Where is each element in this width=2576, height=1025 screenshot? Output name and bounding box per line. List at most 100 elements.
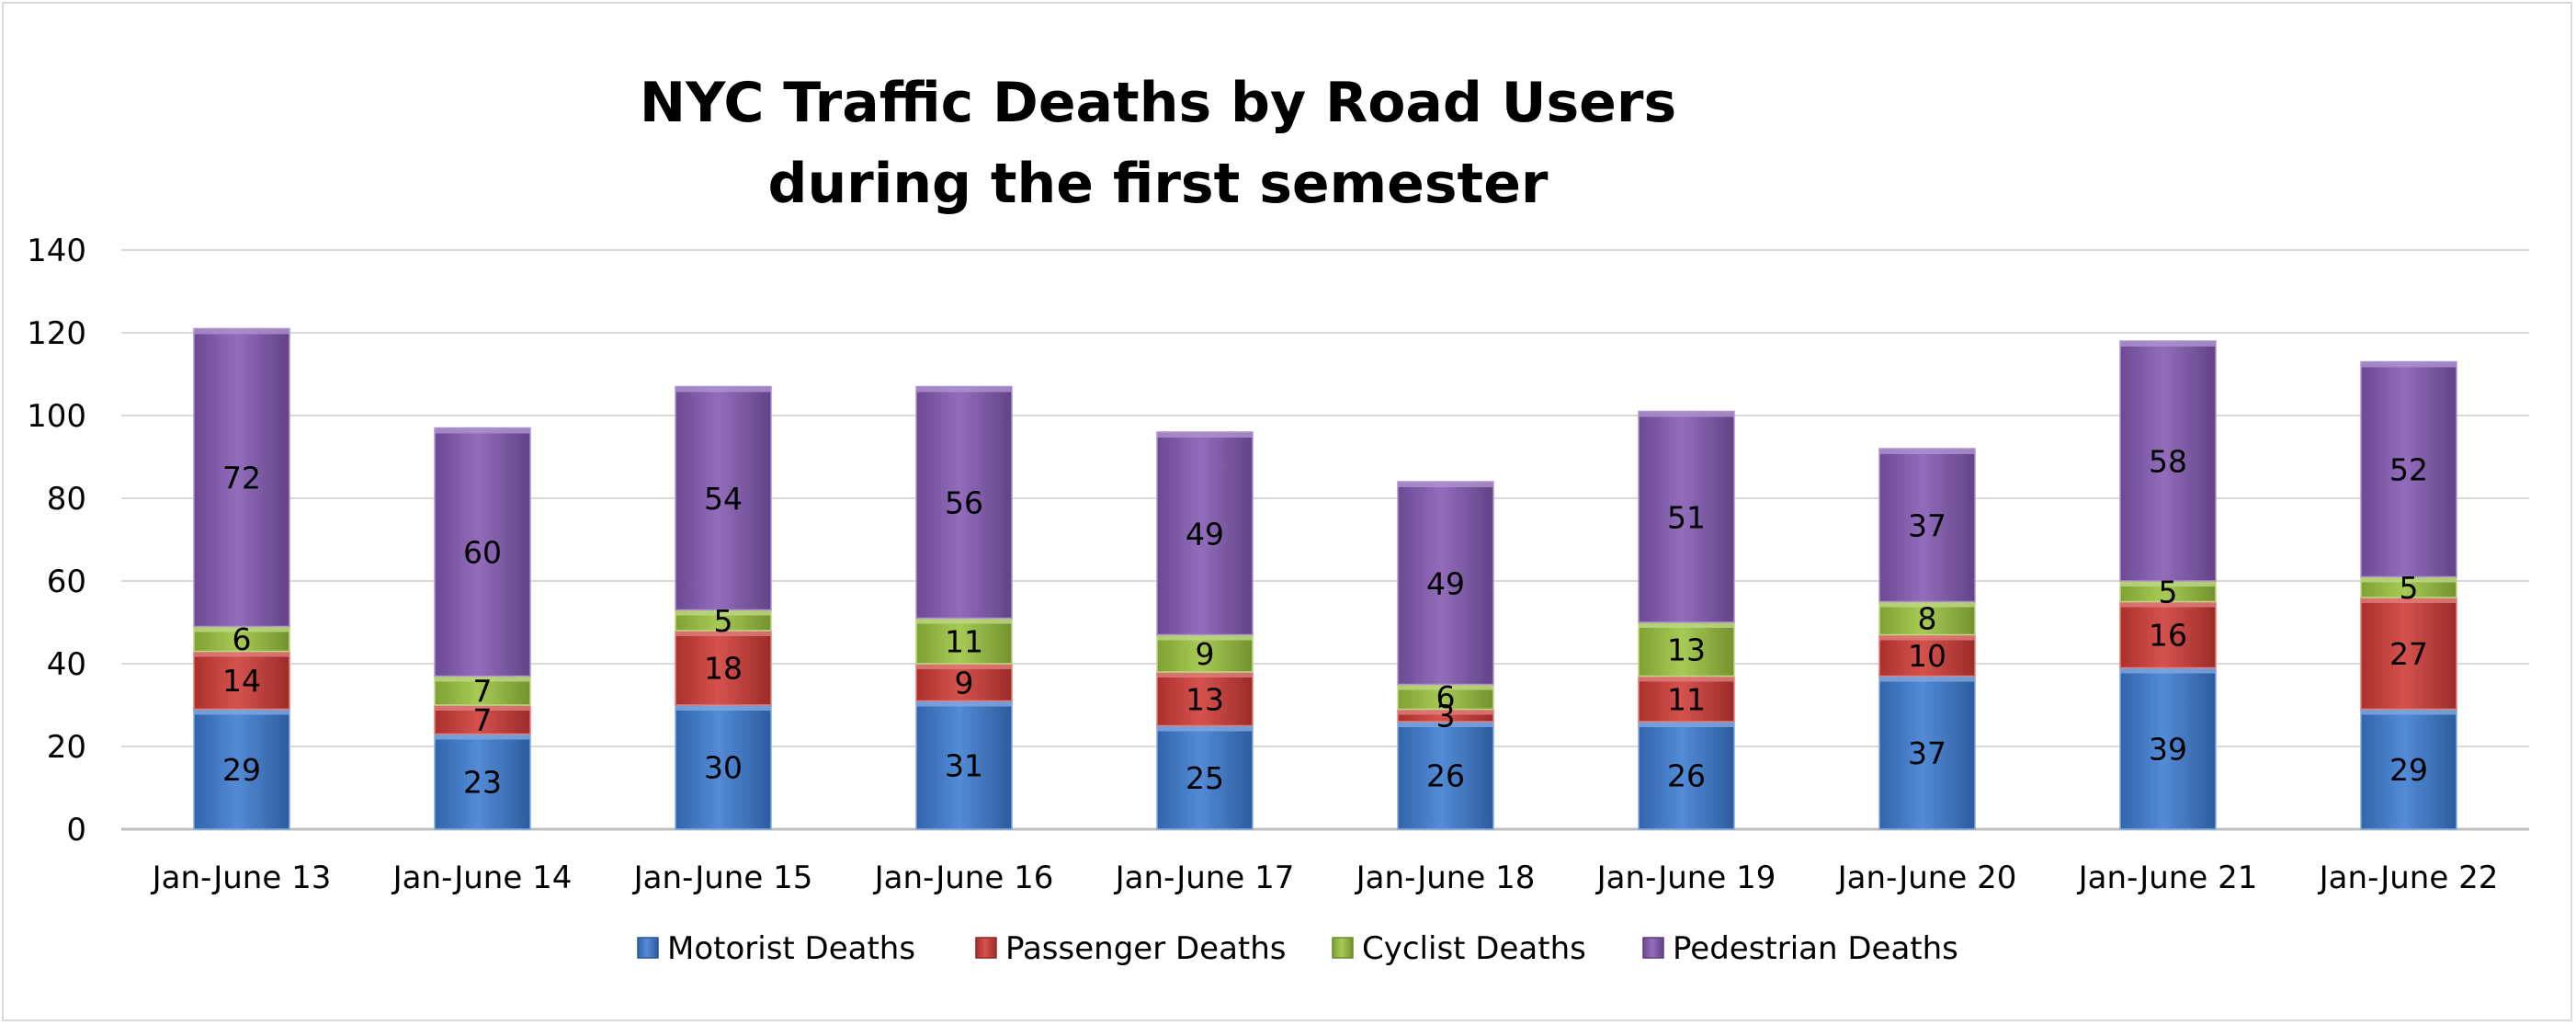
- bar-cyclist-deaths-jan-june-19: [1638, 621, 1735, 678]
- bars: [193, 327, 2457, 830]
- legend-swatch-pedestrian-deaths: [1642, 937, 1664, 959]
- data-label-passenger-deaths-jan-june-22: 27: [2389, 636, 2428, 672]
- bar-cap-cyclist-deaths-jan-june-14: [435, 676, 530, 682]
- data-label-motorist-deaths-jan-june-14: 23: [463, 764, 502, 800]
- bar-cap-motorist-deaths-jan-june-16: [916, 700, 1012, 707]
- y-tick-label-120: 120: [27, 315, 86, 352]
- data-label-pedestrian-deaths-jan-june-17: 49: [1186, 516, 1224, 552]
- x-tick-label-jan-june-14: Jan-June 14: [392, 860, 573, 896]
- bar-motorist-deaths-jan-june-19: [1638, 721, 1735, 830]
- legend-label-passenger-deaths: Passenger Deaths: [1005, 930, 1287, 967]
- data-labels: 2914672237760301855431911562513949263649…: [222, 444, 2428, 801]
- data-label-pedestrian-deaths-jan-june-14: 60: [463, 535, 502, 571]
- bar-passenger-deaths-jan-june-16: [915, 663, 1013, 702]
- bar-cap-cyclist-deaths-jan-june-21: [2120, 581, 2216, 587]
- chart-title: NYC Traffic Deaths by Road Users during …: [640, 71, 1676, 216]
- bar-cap-pedestrian-deaths-jan-june-20: [1879, 449, 1975, 454]
- bar-cap-cyclist-deaths-jan-june-16: [916, 618, 1012, 624]
- x-tick-label-jan-june-17: Jan-June 17: [1114, 860, 1295, 896]
- bar-passenger-deaths-jan-june-19: [1638, 675, 1735, 723]
- legend-swatch-cyclist-deaths: [1332, 937, 1354, 959]
- bar-pedestrian-deaths-jan-june-20: [1878, 448, 1976, 603]
- bar-motorist-deaths-jan-june-18: [1397, 721, 1494, 830]
- bar-cap-passenger-deaths-jan-june-14: [435, 705, 530, 711]
- data-label-motorist-deaths-jan-june-19: 26: [1667, 758, 1706, 794]
- bar-motorist-deaths-jan-june-16: [915, 700, 1013, 830]
- data-label-pedestrian-deaths-jan-june-16: 56: [945, 485, 983, 521]
- bar-cap-passenger-deaths-jan-june-22: [2361, 598, 2457, 603]
- data-label-pedestrian-deaths-jan-june-19: 51: [1667, 499, 1706, 535]
- data-label-motorist-deaths-jan-june-18: 26: [1426, 758, 1465, 794]
- bar-pedestrian-deaths-jan-june-15: [675, 385, 772, 611]
- bar-cap-cyclist-deaths-jan-june-15: [675, 609, 771, 616]
- data-label-passenger-deaths-jan-june-15: 18: [704, 651, 743, 687]
- bar-cap-passenger-deaths-jan-june-13: [194, 651, 289, 657]
- bar-cap-cyclist-deaths-jan-june-19: [1639, 622, 1734, 628]
- data-label-passenger-deaths-jan-june-20: 10: [1908, 638, 1946, 674]
- y-tick-label-140: 140: [27, 233, 86, 269]
- data-label-cyclist-deaths-jan-june-20: 8: [1918, 601, 1937, 637]
- bar-pedestrian-deaths-jan-june-18: [1397, 481, 1494, 686]
- bar-motorist-deaths-jan-june-17: [1156, 724, 1254, 830]
- bar-cap-motorist-deaths-jan-june-21: [2120, 667, 2216, 674]
- bar-passenger-deaths-jan-june-13: [193, 650, 290, 711]
- bar-motorist-deaths-jan-june-20: [1878, 675, 1976, 830]
- bar-passenger-deaths-jan-june-20: [1878, 633, 1976, 678]
- data-label-motorist-deaths-jan-june-22: 29: [2389, 752, 2428, 788]
- bar-cyclist-deaths-jan-june-16: [915, 617, 1013, 665]
- legend-label-motorist-deaths: Motorist Deaths: [667, 930, 915, 967]
- data-label-motorist-deaths-jan-june-15: 30: [704, 750, 743, 786]
- bar-cap-motorist-deaths-jan-june-14: [435, 734, 530, 740]
- data-label-pedestrian-deaths-jan-june-15: 54: [704, 481, 743, 517]
- bar-motorist-deaths-jan-june-13: [193, 708, 290, 830]
- data-label-pedestrian-deaths-jan-june-22: 52: [2389, 452, 2428, 488]
- legend-swatch-passenger-deaths: [975, 937, 997, 959]
- legend-label-cyclist-deaths: Cyclist Deaths: [1362, 930, 1586, 967]
- bar-passenger-deaths-jan-june-22: [2360, 597, 2457, 711]
- data-label-passenger-deaths-jan-june-13: 14: [222, 663, 261, 699]
- x-tick-label-jan-june-22: Jan-June 22: [2318, 860, 2499, 896]
- bar-cap-pedestrian-deaths-jan-june-13: [194, 328, 289, 335]
- bar-cap-passenger-deaths-jan-june-15: [675, 631, 771, 636]
- data-label-pedestrian-deaths-jan-june-21: 58: [2149, 444, 2187, 480]
- bar-cap-pedestrian-deaths-jan-june-16: [916, 386, 1012, 393]
- bar-cap-cyclist-deaths-jan-june-20: [1879, 601, 1975, 608]
- bar-pedestrian-deaths-jan-june-16: [915, 385, 1013, 620]
- bar-cap-motorist-deaths-jan-june-20: [1879, 676, 1975, 682]
- bar-cap-pedestrian-deaths-jan-june-19: [1639, 411, 1734, 417]
- bar-cap-motorist-deaths-jan-june-18: [1398, 722, 1493, 727]
- legend-label-pedestrian-deaths: Pedestrian Deaths: [1673, 930, 1958, 967]
- bar-cap-passenger-deaths-jan-june-16: [916, 664, 1012, 669]
- data-label-motorist-deaths-jan-june-16: 31: [945, 747, 983, 783]
- legend: Motorist Deaths Passenger Deaths Cyclist D…: [637, 930, 1958, 967]
- bar-pedestrian-deaths-jan-june-19: [1638, 410, 1735, 623]
- data-label-cyclist-deaths-jan-june-16: 11: [945, 623, 983, 659]
- bar-cap-pedestrian-deaths-jan-june-15: [675, 386, 771, 393]
- data-label-passenger-deaths-jan-june-16: 9: [955, 665, 974, 700]
- y-tick-label-60: 60: [47, 564, 86, 600]
- bar-cap-cyclist-deaths-jan-june-18: [1398, 684, 1493, 690]
- bar-pedestrian-deaths-jan-june-13: [193, 327, 290, 628]
- x-tick-label-jan-june-16: Jan-June 16: [873, 860, 1054, 896]
- data-label-cyclist-deaths-jan-june-13: 6: [233, 621, 252, 657]
- y-tick-label-0: 0: [66, 812, 86, 848]
- bar-cap-cyclist-deaths-jan-june-17: [1157, 634, 1253, 641]
- bar-cap-motorist-deaths-jan-june-13: [194, 709, 289, 715]
- bar-cap-passenger-deaths-jan-june-18: [1398, 709, 1493, 715]
- bar-cap-motorist-deaths-jan-june-17: [1157, 725, 1253, 732]
- x-tick-label-jan-june-19: Jan-June 19: [1595, 860, 1776, 896]
- bar-cap-pedestrian-deaths-jan-june-21: [2120, 341, 2216, 347]
- bar-pedestrian-deaths-jan-june-17: [1156, 431, 1254, 636]
- bar-cap-motorist-deaths-jan-june-22: [2361, 709, 2457, 715]
- data-label-passenger-deaths-jan-june-14: 7: [473, 702, 493, 738]
- data-label-passenger-deaths-jan-june-21: 16: [2149, 618, 2187, 654]
- data-label-passenger-deaths-jan-june-17: 13: [1186, 681, 1224, 717]
- bar-passenger-deaths-jan-june-17: [1156, 671, 1254, 727]
- bar-cap-pedestrian-deaths-jan-june-18: [1398, 482, 1493, 487]
- bar-cap-passenger-deaths-jan-june-17: [1157, 672, 1253, 678]
- y-axis-ticks: 0 20 40 60 80 100 120 140: [27, 233, 86, 848]
- bar-cap-passenger-deaths-jan-june-19: [1639, 676, 1734, 682]
- bar-cyclist-deaths-jan-june-17: [1156, 633, 1254, 673]
- data-label-motorist-deaths-jan-june-13: 29: [222, 752, 261, 788]
- data-label-cyclist-deaths-jan-june-17: 9: [1196, 636, 1215, 672]
